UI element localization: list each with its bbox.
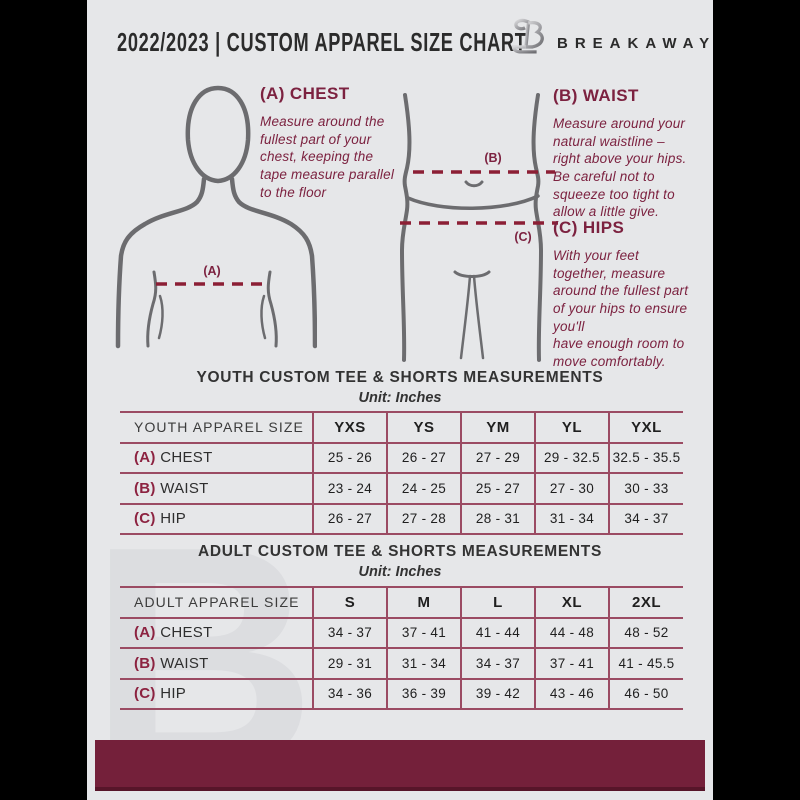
table-row: (C) HIP 26 - 27 27 - 28 28 - 31 31 - 34 34 - … [120,503,683,534]
table-row: (B) WAIST 29 - 31 31 - 34 34 - 37 37 - 41 41 … [120,648,683,679]
measurement-value-cell: 26 - 27 [312,503,387,534]
measurement-value-cell: 26 - 27 [386,442,461,473]
waist-heading: (B) WAIST [553,86,639,105]
measure-column-header: ADULT APPAREL SIZE [134,594,300,611]
measurement-value-cell: 25 - 27 [460,473,535,504]
size-chart-page: B 2022/2023 | CUSTOM APPAREL SIZE CHART [87,0,713,800]
measurement-value-cell: 39 - 42 [460,678,535,709]
table-row: (A) CHEST 25 - 26 26 - 27 27 - 29 29 - 32.5 3… [120,442,683,473]
size-column-header: 2XL [608,587,683,618]
lower-body-outline [400,93,543,362]
size-column-header: YL [534,412,609,443]
row-prefix: (C) [134,510,156,528]
measurement-value-cell: 37 - 41 [386,617,461,648]
youth-size-table: YOUTH APPAREL SIZE YXS YS YM YL YXL (A) CHEST 2… [120,411,683,535]
hips-description-block: (C) HIPS With your feet together, measur… [553,218,713,371]
adult-size-table: ADULT APPAREL SIZE S M L XL 2XL (A) CHEST 34 - … [120,586,683,710]
measurement-value-cell: 31 - 34 [534,503,609,534]
measurement-value-cell: 43 - 46 [534,678,609,709]
measurement-value-cell: 23 - 24 [312,473,387,504]
size-column-header: YM [460,412,535,443]
table-header-row: ADULT APPAREL SIZE S M L XL 2XL [120,587,683,618]
measurement-label-cell: (C) HIP [134,685,187,703]
adult-table-title: ADULT CUSTOM TEE & SHORTS MEASUREMENTS [197,543,603,560]
measurement-value-cell: 27 - 28 [386,503,461,534]
hips-instructions: With your feet together, measure around … [553,248,689,370]
breakaway-b-logo-icon [511,18,544,54]
table-row: (B) WAIST 23 - 24 24 - 25 25 - 27 27 - 30 30 … [120,473,683,504]
brand-name: BREAKAWAY [557,34,713,52]
waist-hips-measurement-figure: (B) (C) [400,93,558,362]
adult-table-unit: Unit: Inches [358,564,442,580]
row-prefix: (B) [134,654,156,672]
measurement-label-cell: (A) CHEST [134,449,213,467]
measurement-value-cell: 25 - 26 [312,442,387,473]
page-header: 2022/2023 | CUSTOM APPAREL SIZE CHART [117,27,702,57]
measurement-value-cell: 41 - 45.5 [608,648,683,679]
size-column-header: L [460,587,535,618]
waist-description-block: (B) WAIST Measure around your natural wa… [553,86,708,221]
measurement-value-cell: 44 - 48 [534,617,609,648]
hip-curve [406,194,540,210]
measurement-value-cell: 37 - 41 [534,648,609,679]
measurement-label-cell: (B) WAIST [134,654,209,672]
size-column-header: M [386,587,461,618]
youth-section-title-block: YOUTH CUSTOM TEE & SHORTS MEASUREMENTS U… [87,369,713,406]
measurement-value-cell: 46 - 50 [608,678,683,709]
chest-heading: (A) CHEST [260,84,350,103]
row-prefix: (A) [134,624,156,642]
row-prefix: (C) [134,685,156,703]
chest-description-block: (A) CHEST Measure around the fullest par… [260,84,420,201]
size-column-header: S [312,587,387,618]
chest-instructions: Measure around the fullest part of your … [260,114,395,200]
measurement-value-cell: 30 - 33 [608,473,683,504]
youth-table-title: YOUTH CUSTOM TEE & SHORTS MEASUREMENTS [196,369,604,386]
footer-accent-bar [95,740,705,791]
table-row: (A) CHEST 34 - 37 37 - 41 41 - 44 44 - 48 48 … [120,617,683,648]
measurement-value-cell: 29 - 31 [312,648,387,679]
torso-outline [115,85,317,349]
chest-measurement-figure: (A) [115,85,317,349]
measure-column-header: YOUTH APPAREL SIZE [134,419,304,436]
size-column-header: YS [386,412,461,443]
measurement-value-cell: 31 - 34 [386,648,461,679]
row-prefix: (B) [134,479,156,497]
size-column-header: YXS [312,412,387,443]
adult-section-title-block: ADULT CUSTOM TEE & SHORTS MEASUREMENTS U… [87,543,713,580]
measurement-value-cell: 34 - 37 [608,503,683,534]
table-header-row: YOUTH APPAREL SIZE YXS YS YM YL YXL [120,412,683,443]
waist-marker-label: (B) [484,151,501,165]
waist-instructions: Measure around your natural waistline – … [553,116,687,220]
measurement-label-cell: (B) WAIST [134,479,209,497]
measurement-value-cell: 24 - 25 [386,473,461,504]
measurement-value-cell: 41 - 44 [460,617,535,648]
size-column-header: YXL [608,412,683,443]
measurement-value-cell: 27 - 29 [460,442,535,473]
youth-table-unit: Unit: Inches [358,390,442,406]
row-prefix: (A) [134,449,156,467]
measurement-value-cell: 27 - 30 [534,473,609,504]
size-column-header: XL [534,587,609,618]
measurement-label-cell: (A) CHEST [134,624,213,642]
hips-marker-label: (C) [514,230,531,244]
chest-marker-label: (A) [203,264,220,278]
measurement-value-cell: 36 - 39 [386,678,461,709]
measurement-value-cell: 29 - 32.5 [534,442,609,473]
measurement-value-cell: 48 - 52 [608,617,683,648]
table-row: (C) HIP 34 - 36 36 - 39 39 - 42 43 - 46 46 - … [120,678,683,709]
page-title: 2022/2023 | CUSTOM APPAREL SIZE CHART [117,27,527,57]
measurement-value-cell: 34 - 37 [460,648,535,679]
measurement-label-cell: (C) HIP [134,510,187,528]
measurement-value-cell: 32.5 - 35.5 [608,442,683,473]
hips-heading: (C) HIPS [553,218,625,237]
content-layer: 2022/2023 | CUSTOM APPAREL SIZE CHART [87,0,713,800]
navel-mark [464,180,484,188]
measurement-value-cell: 28 - 31 [460,503,535,534]
measurement-value-cell: 34 - 36 [312,678,387,709]
brand-block: BREAKAWAY [511,16,713,58]
measurement-value-cell: 34 - 37 [312,617,387,648]
